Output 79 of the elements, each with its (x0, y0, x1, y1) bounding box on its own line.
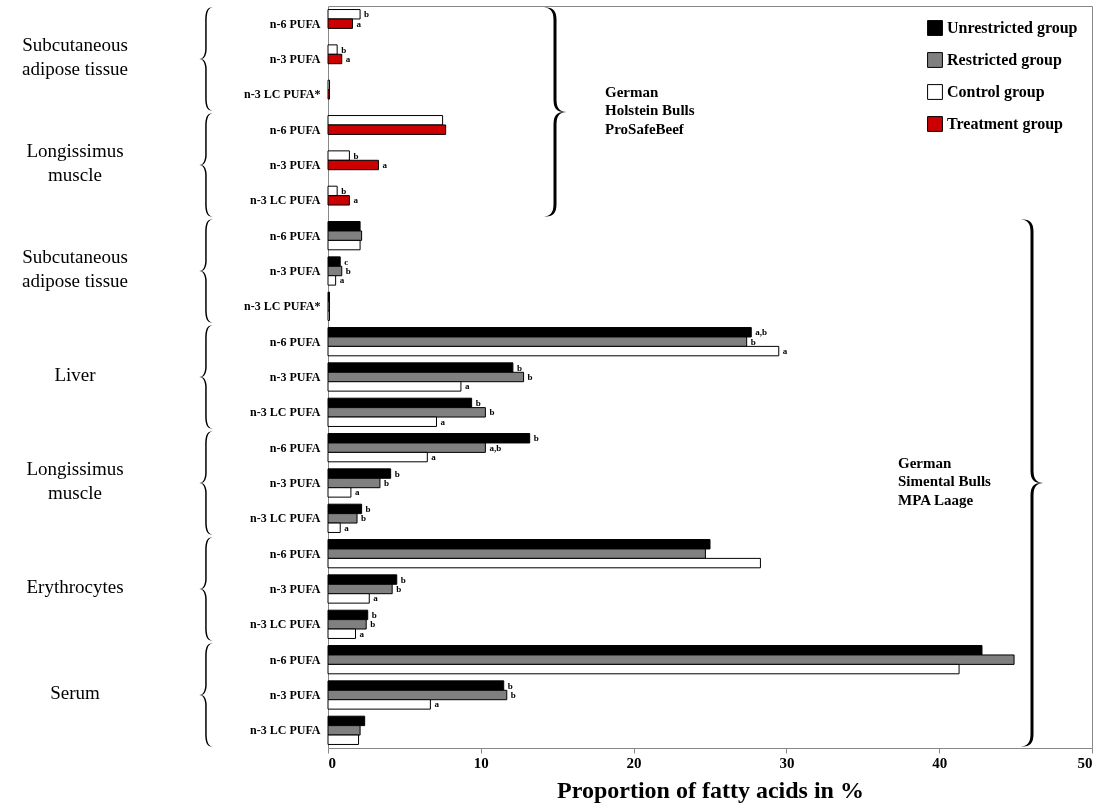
data-label: b (365, 503, 371, 514)
y-tick-label: n-3 LC PUFA (250, 511, 321, 526)
data-label: a (382, 160, 388, 170)
y-tick-label: n-6 PUFA (269, 122, 321, 137)
data-label: b (394, 468, 400, 479)
y-tick-label: n-3 PUFA (269, 52, 321, 66)
x-axis-title: Proportion of fatty acids in % (557, 776, 864, 803)
x-tick-label: 40 (932, 754, 948, 771)
text: Subcutaneous adipose tissue (21, 34, 129, 80)
data-label: b (364, 9, 370, 20)
data-label: a (356, 18, 362, 29)
annotation: German Simental Bulls MPA Laage (898, 454, 992, 509)
data-label: b (370, 619, 376, 630)
legend-label: Unrestricted group (947, 19, 1078, 37)
x-tick-label: 50 (1077, 754, 1093, 771)
annotation: German Holstein Bulls ProSafeBeef (605, 83, 695, 138)
data-label: a (354, 487, 360, 498)
data-label: b (507, 680, 513, 691)
data-label: b (527, 372, 533, 382)
text: Longissimus muscle (26, 140, 124, 186)
data-label: b (475, 397, 481, 408)
data-label: a (373, 593, 379, 604)
text: Subcutaneous adipose tissue (21, 246, 129, 292)
text: Liver (54, 364, 97, 386)
y-tick-label: n-3 PUFA (269, 264, 321, 278)
y-tick-label: n-3 LC PUFA* (244, 299, 321, 314)
x-tick-label: 30 (779, 754, 795, 771)
data-label: b (400, 574, 406, 585)
legend-label: Treatment group (947, 115, 1064, 133)
x-tick-label: 0 (328, 754, 336, 771)
text: Serum (50, 682, 101, 704)
data-label: a (353, 195, 359, 206)
data-label: a (434, 699, 440, 710)
data-label: a (345, 54, 351, 64)
data-label: b (371, 609, 377, 620)
data-label: a (464, 381, 470, 392)
data-label: a,b (755, 327, 768, 338)
data-label: b (345, 266, 351, 276)
data-label: c (344, 256, 349, 267)
data-label: b (510, 690, 516, 700)
data-label: b (383, 478, 389, 488)
data-label: a (344, 522, 350, 533)
data-label: a (782, 346, 788, 357)
y-tick-label: n-6 PUFA (269, 546, 321, 561)
legend-label: Control group (947, 83, 1045, 101)
data-label: b (489, 407, 495, 418)
y-tick-label: n-3 LC PUFA (250, 405, 321, 420)
text: Longissimus muscle (26, 458, 124, 504)
y-tick-label: n-3 LC PUFA* (244, 87, 321, 102)
data-label: b (361, 513, 367, 524)
data-label: b (341, 44, 347, 55)
data-label: b (396, 584, 402, 594)
data-label: b (516, 362, 522, 373)
y-tick-label: n-6 PUFA (269, 16, 321, 31)
data-label: a (431, 452, 437, 463)
x-tick-label: 10 (473, 754, 489, 771)
data-label: a (339, 275, 345, 286)
y-tick-label: n-6 PUFA (269, 440, 321, 455)
y-tick-label: n-3 LC PUFA (250, 617, 321, 632)
y-tick-label: n-3 PUFA (269, 476, 321, 490)
data-label: b (353, 150, 359, 161)
data-label: b (750, 336, 756, 347)
data-label: a (440, 416, 446, 427)
text: Erythrocytes (26, 576, 124, 598)
legend-label: Restricted group (947, 51, 1062, 69)
data-label: a (359, 628, 365, 639)
y-tick-label: n-3 PUFA (269, 158, 321, 172)
data-label: b (533, 433, 539, 444)
data-label: b (341, 185, 347, 196)
y-tick-label: n-6 PUFA (269, 334, 321, 349)
y-tick-label: n-3 PUFA (269, 688, 321, 702)
x-tick-label: 20 (626, 754, 642, 771)
y-tick-label: n-3 PUFA (269, 582, 321, 596)
y-tick-label: n-3 PUFA (269, 370, 321, 384)
y-tick-label: n-6 PUFA (269, 228, 321, 243)
y-tick-label: n-6 PUFA (269, 652, 321, 667)
y-tick-label: n-3 LC PUFA (250, 193, 321, 208)
data-label: a,b (489, 442, 502, 453)
y-tick-label: n-3 LC PUFA (250, 723, 321, 738)
